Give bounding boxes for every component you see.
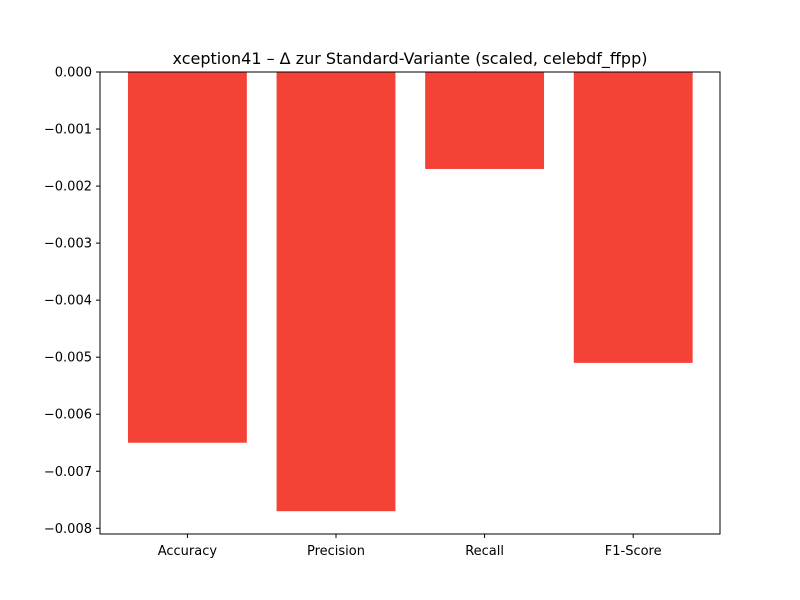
y-tick-label: −0.008 xyxy=(44,522,92,537)
y-tick-label: 0.000 xyxy=(55,66,92,81)
x-tick-label: Precision xyxy=(307,544,365,559)
y-tick-label: −0.006 xyxy=(44,408,92,423)
bar-accuracy xyxy=(127,72,247,443)
y-tick-label: −0.001 xyxy=(44,123,92,138)
y-tick-label: −0.003 xyxy=(44,237,92,252)
y-tick-label: −0.007 xyxy=(44,465,92,480)
x-tick-label: Accuracy xyxy=(158,544,218,559)
bar-precision xyxy=(276,72,396,512)
bar-recall xyxy=(425,72,545,169)
x-axis: Accuracy Precision Recall F1-Score xyxy=(158,534,662,559)
plot-frame xyxy=(99,71,721,535)
bars-group xyxy=(127,72,693,512)
y-axis: 0.000 −0.001 −0.002 −0.003 −0.004 −0.005 −0.00… xyxy=(44,66,100,537)
chart-title: xception41 – Δ zur Standard-Variante (sc… xyxy=(173,49,648,69)
bar-f1-score xyxy=(573,72,693,363)
x-tick-label: F1-Score xyxy=(605,544,662,559)
x-tick-label: Recall xyxy=(465,544,504,559)
y-tick-label: −0.004 xyxy=(44,294,92,309)
y-tick-label: −0.005 xyxy=(44,351,92,366)
y-tick-label: −0.002 xyxy=(44,180,92,195)
